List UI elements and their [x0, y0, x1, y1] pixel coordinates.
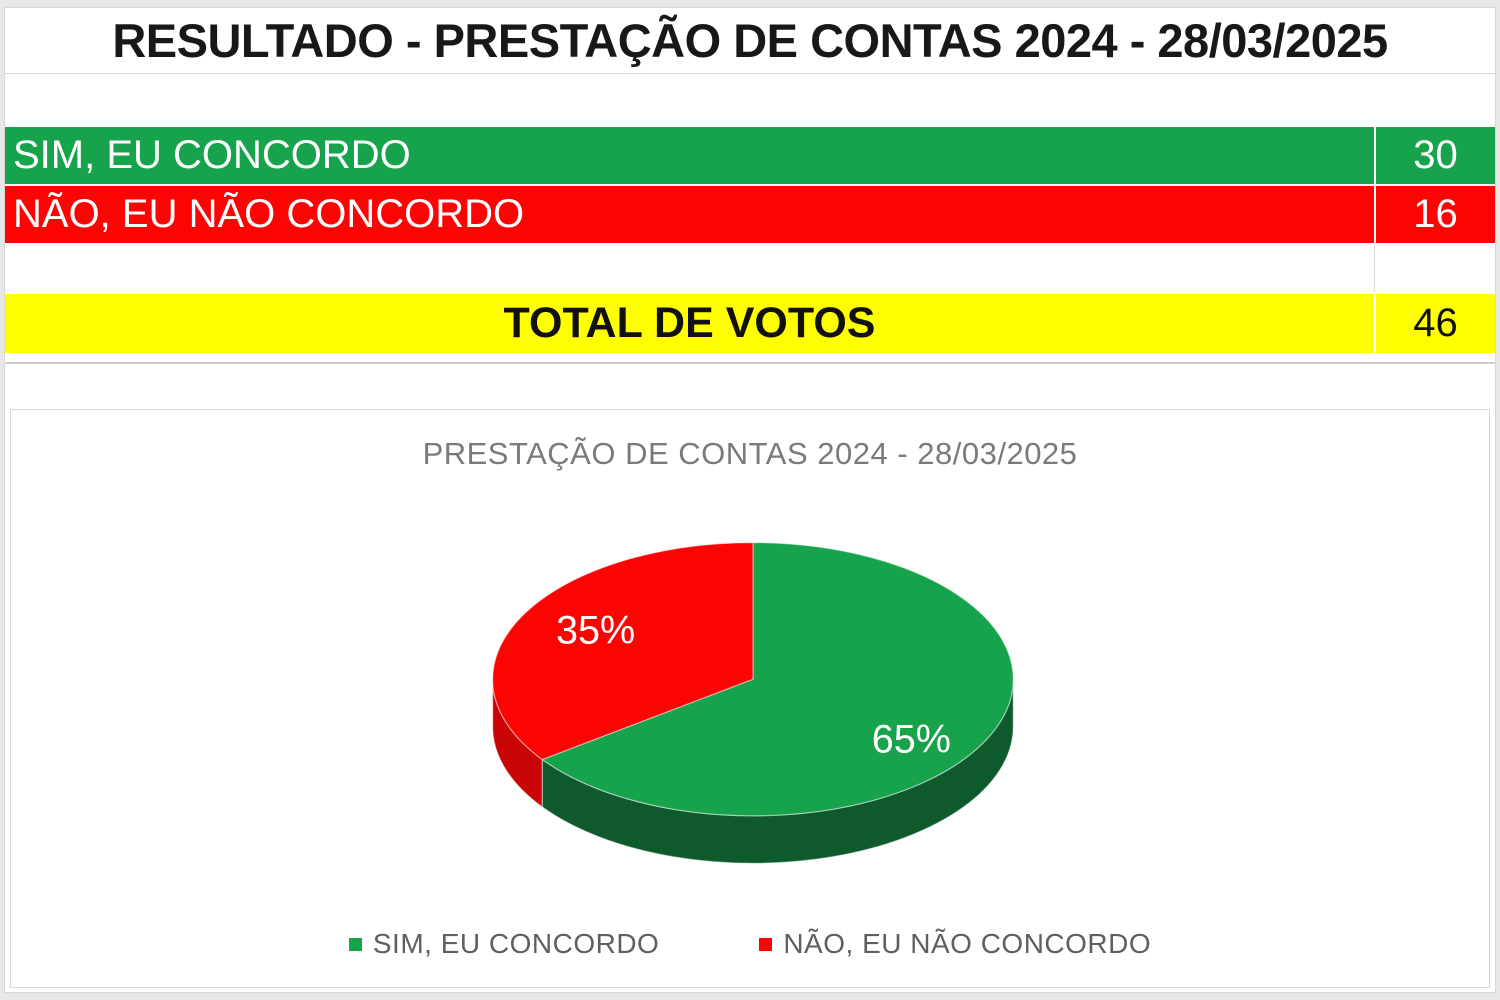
- chart-legend: SIM, EU CONCORDO NÃO, EU NÃO CONCORDO: [11, 928, 1489, 960]
- report-title-cell[interactable]: RESULTADO - PRESTAÇÃO DE CONTAS 2024 - 2…: [5, 8, 1495, 74]
- total-value-cell[interactable]: 46: [1376, 294, 1495, 353]
- table-row-no[interactable]: NÃO, EU NÃO CONCORDO 16: [5, 186, 1495, 243]
- legend-label-yes: SIM, EU CONCORDO: [372, 928, 660, 959]
- yes-label: SIM, EU CONCORDO: [13, 133, 411, 177]
- pie-chart-container[interactable]: PRESTAÇÃO DE CONTAS 2024 - 28/03/2025 35…: [10, 409, 1490, 988]
- legend-swatch-red: [759, 937, 773, 951]
- table-row-yes[interactable]: SIM, EU CONCORDO 30: [5, 127, 1495, 184]
- chart-title: PRESTAÇÃO DE CONTAS 2024 - 28/03/2025: [422, 436, 1078, 471]
- column-divider: [1374, 294, 1376, 353]
- table-row-empty[interactable]: [5, 245, 1495, 292]
- total-label: TOTAL DE VOTOS: [503, 299, 876, 347]
- pie-chart: 35% 65%: [492, 542, 1014, 864]
- table-row-total[interactable]: TOTAL DE VOTOS 46: [5, 294, 1495, 353]
- legend-item-yes[interactable]: SIM, EU CONCORDO: [348, 928, 660, 960]
- report-title: RESULTADO - PRESTAÇÃO DE CONTAS 2024 - 2…: [112, 14, 1388, 67]
- no-label: NÃO, EU NÃO CONCORDO: [13, 192, 525, 236]
- column-divider: [1374, 245, 1375, 292]
- column-divider: [1374, 127, 1376, 184]
- empty-label-cell[interactable]: [5, 245, 1374, 292]
- pie-slice-red[interactable]: [492, 542, 754, 761]
- yes-value: 30: [1413, 133, 1458, 177]
- empty-value-cell[interactable]: [1375, 245, 1495, 292]
- no-value-cell[interactable]: 16: [1376, 186, 1495, 243]
- total-label-cell[interactable]: TOTAL DE VOTOS: [5, 294, 1374, 353]
- total-value: 46: [1413, 301, 1458, 345]
- pie-label-red: 35%: [556, 609, 635, 653]
- yes-value-cell[interactable]: 30: [1376, 127, 1495, 184]
- legend-swatch-green: [348, 937, 362, 951]
- sheet-area: RESULTADO - PRESTAÇÃO DE CONTAS 2024 - 2…: [4, 7, 1496, 993]
- pie-slice-green[interactable]: [541, 542, 1014, 817]
- no-label-cell[interactable]: NÃO, EU NÃO CONCORDO: [5, 186, 1374, 243]
- yes-label-cell[interactable]: SIM, EU CONCORDO: [5, 127, 1374, 184]
- legend-item-no[interactable]: NÃO, EU NÃO CONCORDO: [759, 928, 1151, 960]
- table-bottom-border: [5, 362, 1495, 364]
- column-divider: [1374, 186, 1376, 243]
- no-value: 16: [1413, 192, 1458, 236]
- legend-label-no: NÃO, EU NÃO CONCORDO: [783, 928, 1152, 959]
- pie-label-green: 65%: [872, 717, 951, 761]
